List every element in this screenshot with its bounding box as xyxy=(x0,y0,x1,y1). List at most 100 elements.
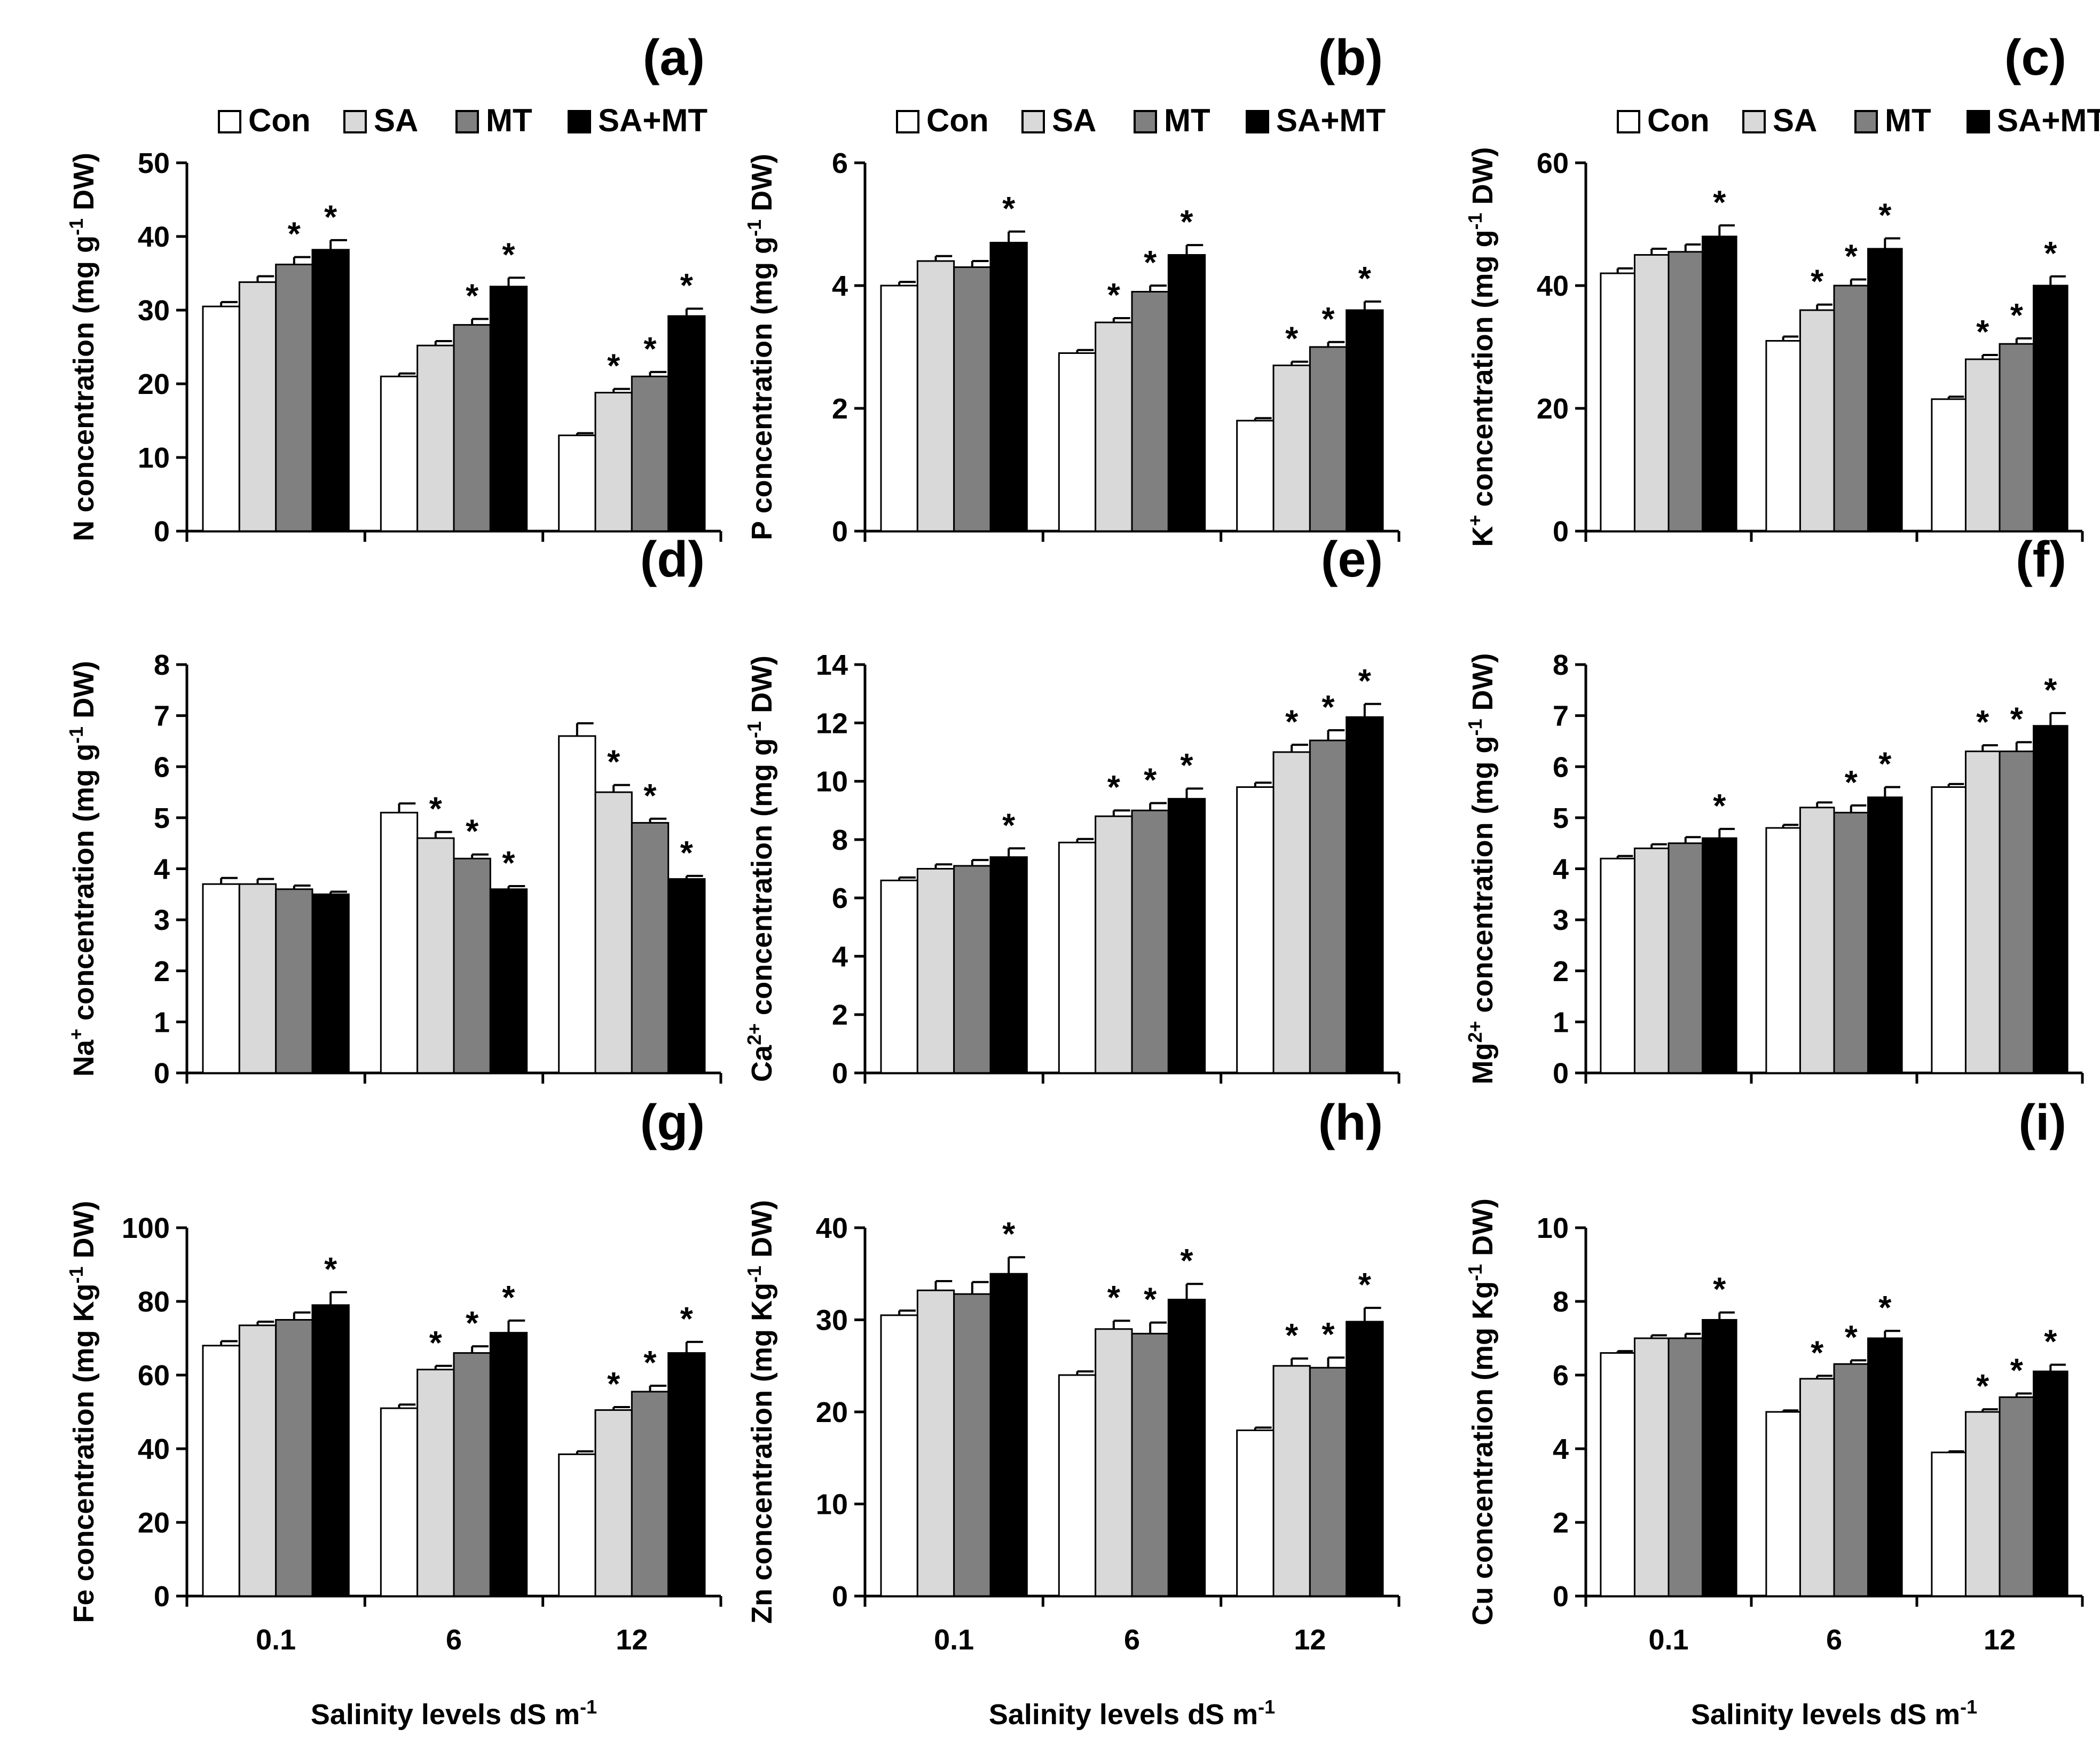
significance-marker: * xyxy=(1878,197,1892,234)
bar-mt-12 xyxy=(631,375,670,532)
panel-label: (d) xyxy=(640,531,705,588)
significance-marker: * xyxy=(1713,184,1726,221)
x-tick-label: 0.1 xyxy=(256,1624,296,1656)
legend-label: SA+MT xyxy=(1276,102,1386,138)
significance-marker: * xyxy=(680,1301,694,1338)
y-tick-label: 4 xyxy=(1553,854,1569,886)
y-tick-label: 8 xyxy=(1553,649,1569,681)
panel-label: (i) xyxy=(2018,1094,2066,1151)
y-tick-label: 60 xyxy=(138,1360,170,1392)
y-tick-label: 80 xyxy=(138,1286,170,1318)
bar-con-0.1 xyxy=(202,1345,240,1597)
y-tick-label: 10 xyxy=(1537,1212,1569,1244)
bar-con-6 xyxy=(380,1407,419,1597)
panel-label: (g) xyxy=(640,1094,705,1151)
significance-marker: * xyxy=(1002,1216,1016,1253)
chart-panel-f: (f) 0 1 2 3 4 5 6 7 8 * * * * * * Mg2+ concentration (mg… xyxy=(1464,531,2084,1089)
bar-mt-12 xyxy=(1999,751,2035,1074)
chart-panel-i: (i) 0 2 4 6 8 10 * 0.1 * * * 6 * * * 12 Cu concentration … xyxy=(1464,1094,2084,1731)
significance-marker: * xyxy=(1144,1282,1157,1318)
significance-marker: * xyxy=(680,835,694,872)
bar-sa-12 xyxy=(594,791,633,1074)
x-tick-label: 0.1 xyxy=(934,1624,974,1656)
significance-marker: * xyxy=(1144,244,1157,281)
bar-sa-mt-6 xyxy=(489,286,528,532)
bar-sa-mt-12 xyxy=(2033,1370,2068,1597)
y-tick-label: 1 xyxy=(154,1006,170,1038)
panel-label: (f) xyxy=(2016,531,2066,588)
significance-marker: * xyxy=(2010,1353,2024,1389)
y-tick-label: 0 xyxy=(832,1057,848,1089)
y-tick-label: 2 xyxy=(154,956,170,988)
significance-marker: * xyxy=(1144,762,1157,799)
legend-label: SA+MT xyxy=(598,102,707,138)
y-tick-label: 0 xyxy=(832,1581,848,1613)
significance-marker: * xyxy=(1976,1368,1989,1405)
bar-sa-12 xyxy=(594,1409,633,1597)
y-tick-label: 1 xyxy=(1553,1006,1569,1038)
x-tick-label: 6 xyxy=(446,1624,462,1656)
bar-con-12 xyxy=(1931,786,1967,1074)
bar-sa-0.1 xyxy=(1633,254,1670,532)
y-tick-label: 0 xyxy=(1553,516,1569,548)
y-tick-label: 7 xyxy=(154,700,170,732)
bar-sa-mt-0.1 xyxy=(311,893,350,1074)
y-tick-label: 20 xyxy=(138,368,170,400)
y-axis-label: P concentration (mg g-1 DW) xyxy=(743,154,778,540)
y-tick-label: 5 xyxy=(154,802,170,834)
significance-marker: * xyxy=(466,814,479,850)
bar-mt-12 xyxy=(1309,739,1348,1074)
bar-sa-6 xyxy=(1799,309,1835,532)
bar-mt-6 xyxy=(1833,1363,1869,1597)
bar-sa-12 xyxy=(1964,358,2001,532)
y-tick-label: 40 xyxy=(138,221,170,253)
panel-label: (c) xyxy=(2004,29,2066,86)
y-axis-label: Cu concentration (mg Kg-1 DW) xyxy=(1464,1198,1499,1625)
significance-marker: * xyxy=(1358,260,1372,297)
y-axis-label: Fe concentration (mg Kg-1 DW) xyxy=(65,1201,100,1623)
significance-marker: * xyxy=(324,1251,337,1288)
bar-sa-mt-12 xyxy=(667,315,706,532)
significance-marker: * xyxy=(2044,672,2057,709)
bar-sa-6 xyxy=(1095,1328,1133,1597)
bar-con-12 xyxy=(558,1453,596,1597)
bar-mt-6 xyxy=(1833,811,1869,1074)
chart-panel-c: (c) Con SA MT SA+MT 0 20 40 60 * * * * * * * K+ concentr… xyxy=(1464,29,2100,548)
y-tick-label: 6 xyxy=(154,751,170,783)
y-tick-label: 0 xyxy=(1553,1057,1569,1089)
bar-sa-mt-0.1 xyxy=(1702,837,1737,1074)
bar-sa-6 xyxy=(1799,807,1835,1074)
bar-sa-12 xyxy=(1964,751,2001,1074)
bar-sa-6 xyxy=(1095,815,1133,1074)
bar-sa-6 xyxy=(416,344,455,532)
chart-panel-a: (a) Con SA MT SA+MT 0 10 20 30 40 50 * * * * * * * N conce… xyxy=(65,29,722,548)
significance-marker: * xyxy=(1285,704,1299,740)
legend-swatch xyxy=(1617,110,1640,133)
chart-panel-h: (h) 0 10 20 30 40 * 0.1 * * * 6 * * * 12 Zn concentratio… xyxy=(743,1094,1401,1731)
legend-swatch xyxy=(1967,110,1990,133)
significance-marker: * xyxy=(1322,1316,1335,1353)
y-tick-label: 6 xyxy=(1553,751,1569,783)
bar-sa-0.1 xyxy=(916,260,955,532)
significance-marker: * xyxy=(1358,663,1372,700)
chart-panel-g: (g) 0 20 40 60 80 100 * 0.1 * * * 6 * * * 12 Fe concentra… xyxy=(65,1094,722,1731)
bar-sa-0.1 xyxy=(916,1289,955,1597)
bar-con-0.1 xyxy=(202,883,240,1074)
bar-sa-mt-6 xyxy=(1167,1299,1206,1597)
bar-mt-12 xyxy=(1309,1367,1348,1597)
bar-mt-0.1 xyxy=(1668,842,1704,1074)
bar-mt-6 xyxy=(1131,291,1169,532)
chart-panel-d: (d) 0 1 2 3 4 5 6 7 8 * * * * * * Na+ concentration (mg … xyxy=(65,531,722,1089)
legend-label: SA xyxy=(374,102,418,138)
legend-swatch xyxy=(1742,110,1766,133)
y-tick-label: 8 xyxy=(154,649,170,681)
bar-sa-12 xyxy=(1272,365,1311,532)
bar-mt-0.1 xyxy=(1668,1337,1704,1597)
bar-mt-6 xyxy=(453,324,491,532)
significance-marker: * xyxy=(1845,239,1858,275)
panel-label: (b) xyxy=(1318,29,1383,86)
y-tick-label: 30 xyxy=(816,1305,848,1337)
significance-marker: * xyxy=(1811,1335,1824,1371)
bar-con-6 xyxy=(1765,1411,1801,1597)
